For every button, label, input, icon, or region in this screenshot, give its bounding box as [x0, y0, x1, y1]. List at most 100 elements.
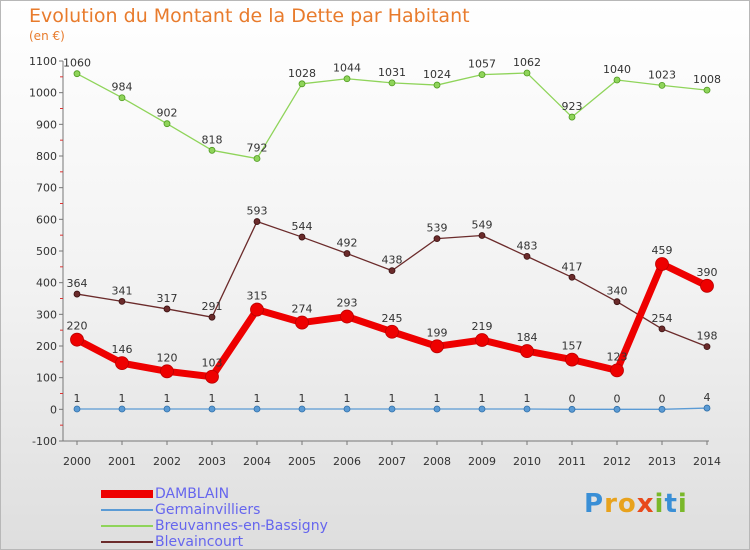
data-label-blevaincourt: 254	[652, 312, 673, 325]
legend-label-blevaincourt: Blevaincourt	[155, 534, 244, 550]
data-point-breuvannes-en-bassigny	[433, 81, 441, 89]
data-point-breuvannes-en-bassigny	[253, 155, 261, 162]
data-point-germainvilliers	[208, 405, 216, 413]
legend-swatch-breuvannes-en-bassigny	[101, 525, 153, 527]
data-label-breuvannes-en-bassigny: 1044	[333, 62, 361, 75]
data-point-blevaincourt	[433, 235, 441, 243]
data-label-germainvilliers: 1	[434, 392, 441, 405]
legend-label-germainvilliers: Germainvilliers	[155, 502, 261, 518]
data-label-breuvannes-en-bassigny: 1040	[603, 63, 631, 76]
x-tick-label: 2012	[603, 455, 631, 468]
x-tick-label: 2000	[63, 455, 91, 468]
data-label-germainvilliers: 1	[164, 392, 171, 405]
data-point-damblain	[565, 352, 579, 367]
data-label-germainvilliers: 0	[569, 392, 576, 405]
data-label-breuvannes-en-bassigny: 1028	[288, 67, 316, 80]
data-label-blevaincourt: 438	[382, 254, 403, 267]
data-point-germainvilliers	[523, 405, 531, 413]
x-tick-label: 2008	[423, 455, 451, 468]
data-label-damblain: 103	[202, 357, 223, 370]
data-label-blevaincourt: 364	[67, 277, 88, 290]
data-label-blevaincourt: 198	[697, 330, 718, 343]
data-label-germainvilliers: 1	[524, 392, 531, 405]
data-label-germainvilliers: 0	[614, 392, 621, 405]
data-point-blevaincourt	[343, 250, 351, 257]
x-tick-label: 2001	[108, 455, 136, 468]
data-point-damblain	[295, 315, 309, 330]
data-point-germainvilliers	[703, 404, 711, 412]
data-point-breuvannes-en-bassigny	[568, 113, 576, 121]
data-label-breuvannes-en-bassigny: 1008	[693, 73, 721, 86]
data-point-damblain	[520, 344, 534, 358]
data-label-damblain: 459	[652, 244, 673, 257]
data-point-germainvilliers	[388, 405, 396, 413]
data-point-damblain	[250, 302, 264, 317]
data-point-germainvilliers	[73, 405, 81, 413]
data-point-germainvilliers	[478, 405, 486, 413]
data-label-damblain: 184	[517, 331, 538, 344]
y-tick-label: 400	[36, 277, 57, 290]
y-tick-label: 300	[36, 308, 57, 321]
data-label-blevaincourt: 483	[517, 239, 538, 252]
data-label-germainvilliers: 1	[74, 392, 81, 405]
y-tick-label: 600	[36, 213, 57, 226]
data-label-germainvilliers: 1	[479, 392, 486, 405]
data-label-blevaincourt: 317	[157, 292, 178, 305]
y-tick-label: -100	[32, 435, 57, 448]
data-point-blevaincourt	[208, 313, 216, 321]
data-point-blevaincourt	[163, 305, 171, 313]
data-label-breuvannes-en-bassigny: 1060	[63, 57, 91, 70]
data-point-breuvannes-en-bassigny	[613, 76, 621, 84]
data-label-germainvilliers: 1	[209, 392, 216, 405]
data-point-germainvilliers	[253, 405, 261, 413]
data-label-blevaincourt: 492	[337, 237, 358, 250]
data-label-breuvannes-en-bassigny: 1024	[423, 68, 451, 81]
data-point-blevaincourt	[523, 252, 531, 260]
data-label-damblain: 315	[247, 290, 268, 303]
data-label-damblain: 146	[112, 343, 133, 356]
data-label-blevaincourt: 340	[607, 285, 628, 298]
data-point-damblain	[610, 363, 624, 378]
y-tick-label: 500	[36, 245, 57, 258]
data-label-blevaincourt: 291	[202, 300, 223, 313]
legend-label-breuvannes-en-bassigny: Breuvannes-en-Bassigny	[155, 518, 328, 534]
data-point-breuvannes-en-bassigny	[298, 80, 306, 88]
data-point-blevaincourt	[253, 218, 261, 225]
data-label-germainvilliers: 1	[119, 392, 126, 405]
data-point-blevaincourt	[568, 273, 576, 281]
x-tick-label: 2013	[648, 455, 676, 468]
data-label-germainvilliers: 0	[659, 392, 666, 405]
data-point-breuvannes-en-bassigny	[388, 79, 396, 87]
data-point-breuvannes-en-bassigny	[343, 75, 351, 83]
data-label-damblain: 157	[562, 340, 583, 353]
data-point-germainvilliers	[118, 405, 126, 413]
y-tick-label: 1100	[29, 55, 57, 68]
data-label-damblain: 123	[607, 350, 628, 363]
data-point-germainvilliers	[163, 405, 171, 413]
chart-title: Evolution du Montant de la Dette par Hab…	[29, 5, 470, 27]
data-point-breuvannes-en-bassigny	[208, 146, 216, 154]
data-label-blevaincourt: 341	[112, 284, 133, 297]
data-point-germainvilliers	[298, 405, 306, 413]
data-point-germainvilliers	[433, 405, 441, 413]
data-label-germainvilliers: 1	[254, 392, 261, 405]
x-tick-label: 2004	[243, 455, 271, 468]
data-label-damblain: 390	[697, 266, 718, 279]
data-point-germainvilliers	[568, 405, 576, 413]
data-point-damblain	[700, 278, 714, 293]
data-label-blevaincourt: 417	[562, 260, 583, 273]
data-label-damblain: 274	[292, 303, 313, 316]
data-point-breuvannes-en-bassigny	[658, 81, 666, 89]
data-point-blevaincourt	[73, 290, 81, 298]
data-label-breuvannes-en-bassigny: 1062	[513, 56, 541, 69]
x-tick-label: 2006	[333, 455, 361, 468]
data-point-blevaincourt	[118, 297, 126, 305]
y-tick-label: 100	[36, 372, 57, 385]
x-tick-label: 2009	[468, 455, 496, 468]
data-label-breuvannes-en-bassigny: 1057	[468, 58, 496, 71]
data-point-blevaincourt	[298, 233, 306, 241]
data-point-breuvannes-en-bassigny	[73, 70, 81, 78]
data-point-breuvannes-en-bassigny	[478, 71, 486, 79]
y-tick-label: 1000	[29, 87, 57, 100]
